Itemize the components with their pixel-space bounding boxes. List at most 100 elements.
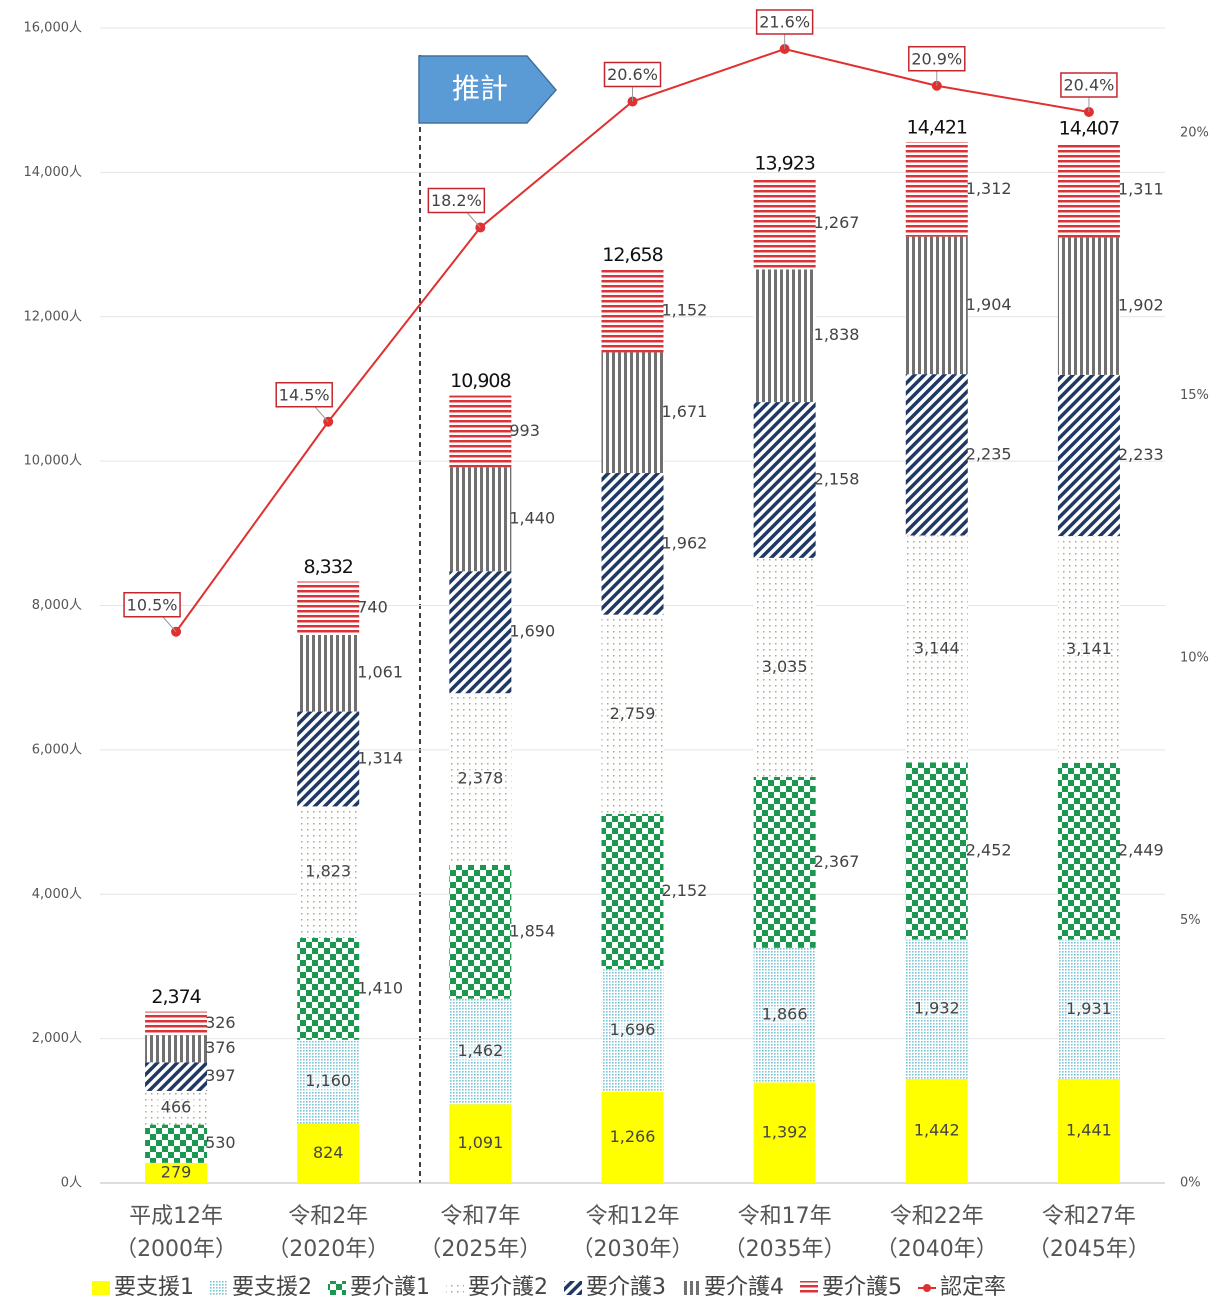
x-tick-label: 令和17年（2035年）: [724, 1204, 846, 1262]
x-tick-label: 令和7年（2025年）: [419, 1204, 541, 1262]
label-bg: [1066, 1121, 1111, 1140]
rate-label: 20.4%: [1064, 76, 1115, 95]
data-label: 3,141: [1066, 639, 1112, 658]
label-bg: [762, 658, 807, 677]
bar-segment: [1057, 237, 1120, 375]
label-bg: [458, 1134, 503, 1153]
bar-segment: [297, 581, 360, 635]
label-bg: [306, 1144, 351, 1163]
bar-segment: [601, 614, 664, 814]
label-bg: [154, 1163, 199, 1182]
bar-segment: [1057, 939, 1120, 1079]
data-label: 1,266: [610, 1127, 656, 1146]
legend-label: 要介護1: [350, 1275, 430, 1300]
label-bg: [306, 1072, 351, 1091]
label-bg: [458, 770, 503, 789]
bar-segment: [905, 762, 968, 940]
label-box: [603, 61, 662, 88]
y-tick-label: 4,000人: [32, 887, 82, 902]
data-label: 1,440: [509, 509, 555, 528]
rate-label: 21.6%: [759, 13, 810, 32]
bar-segment: [297, 711, 360, 807]
bar-segment: [1057, 762, 1120, 940]
bar-segment: [905, 939, 968, 1079]
label-box: [1060, 72, 1118, 98]
data-label: 1,442: [914, 1120, 960, 1139]
y-tick-label: 16,000人: [24, 21, 83, 36]
legend-label: 要介護2: [468, 1275, 548, 1300]
bar-segment: [449, 693, 512, 865]
x-tick-label: 令和2年（2020年）: [267, 1204, 389, 1262]
legend-label: 要介護3: [586, 1275, 666, 1300]
x-tick-label: 令和22年（2040年）: [876, 1204, 998, 1262]
data-label: 1,312: [966, 179, 1012, 198]
label-bg: [458, 1042, 503, 1061]
total-label: 12,658: [602, 244, 662, 266]
data-label: 1,462: [457, 1041, 503, 1060]
rate-label: 20.9%: [911, 49, 962, 68]
data-label: 1,962: [662, 533, 708, 552]
label-bg: [762, 1123, 807, 1142]
bar-segment: [297, 937, 360, 1040]
label-bg: [610, 1128, 655, 1147]
bar-segment: [753, 947, 816, 1083]
label-bg: [914, 1000, 959, 1019]
data-label: 466: [161, 1097, 192, 1116]
total-label: 8,332: [304, 556, 353, 578]
total-label: 13,923: [754, 152, 814, 174]
legend-swatch: [800, 1281, 818, 1295]
rate-label: 10.5%: [127, 595, 178, 614]
label-bg: [1066, 1000, 1111, 1019]
y2-tick-label: 20%: [1180, 126, 1209, 141]
data-label: 1,696: [610, 1020, 656, 1039]
label-box: [908, 46, 966, 72]
data-label: 3,035: [762, 657, 808, 676]
y-tick-label: 2,000人: [32, 1031, 82, 1046]
y-tick-label: 6,000人: [32, 742, 82, 757]
data-label: 1,152: [662, 300, 708, 319]
data-label: 1,410: [357, 978, 403, 997]
data-label: 2,449: [1118, 841, 1164, 860]
legend-label: 認定率: [940, 1275, 1006, 1300]
bar-segment: [753, 776, 816, 948]
data-label: 1,314: [357, 748, 403, 767]
label-box: [275, 382, 333, 408]
data-label: 279: [161, 1162, 192, 1181]
bar-segment: [753, 177, 816, 270]
y-tick-label: 14,000人: [24, 165, 83, 180]
bar-segment: [753, 402, 816, 558]
bar-segment: [601, 813, 664, 970]
data-label: 1,311: [1118, 180, 1164, 199]
data-label: 1,904: [966, 295, 1012, 314]
data-label: 3,144: [914, 638, 960, 657]
legend-label: 要介護4: [704, 1275, 784, 1300]
data-label: 397: [205, 1066, 236, 1085]
bar-segment: [905, 374, 968, 536]
rate-label: 18.2%: [431, 191, 482, 210]
total-label: 14,421: [907, 116, 967, 138]
data-label: 1,854: [509, 921, 555, 940]
data-label: 376: [205, 1038, 236, 1057]
data-label: 2,152: [662, 881, 708, 900]
bar-segment: [1057, 536, 1120, 763]
bar-segment: [753, 557, 816, 777]
data-label: 1,838: [814, 325, 860, 344]
data-label: 993: [509, 421, 540, 440]
label-bg: [610, 1021, 655, 1040]
data-label: 2,235: [966, 444, 1012, 463]
label-box: [427, 187, 486, 214]
total-label: 10,908: [450, 370, 510, 392]
y2-tick-label: 0%: [1180, 1176, 1201, 1191]
bar-segment: [753, 269, 816, 403]
label-bg: [914, 639, 959, 658]
y-tick-label: 10,000人: [24, 454, 83, 469]
bar-segment: [449, 395, 512, 468]
bar-segment: [145, 1124, 208, 1163]
label-box: [123, 592, 181, 618]
bar-segment: [905, 141, 968, 237]
label-box: [755, 9, 814, 35]
y-tick-label: 12,000人: [24, 309, 83, 324]
label-bg: [306, 863, 351, 882]
x-tick-label: 令和12年（2030年）: [572, 1204, 694, 1262]
data-label: 1,441: [1066, 1120, 1112, 1139]
